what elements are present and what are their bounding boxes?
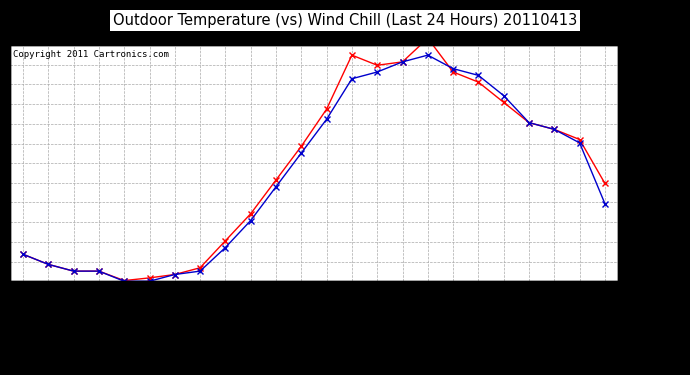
Text: Outdoor Temperature (vs) Wind Chill (Last 24 Hours) 20110413: Outdoor Temperature (vs) Wind Chill (Las… [113,13,577,28]
Text: Copyright 2011 Cartronics.com: Copyright 2011 Cartronics.com [13,50,169,59]
